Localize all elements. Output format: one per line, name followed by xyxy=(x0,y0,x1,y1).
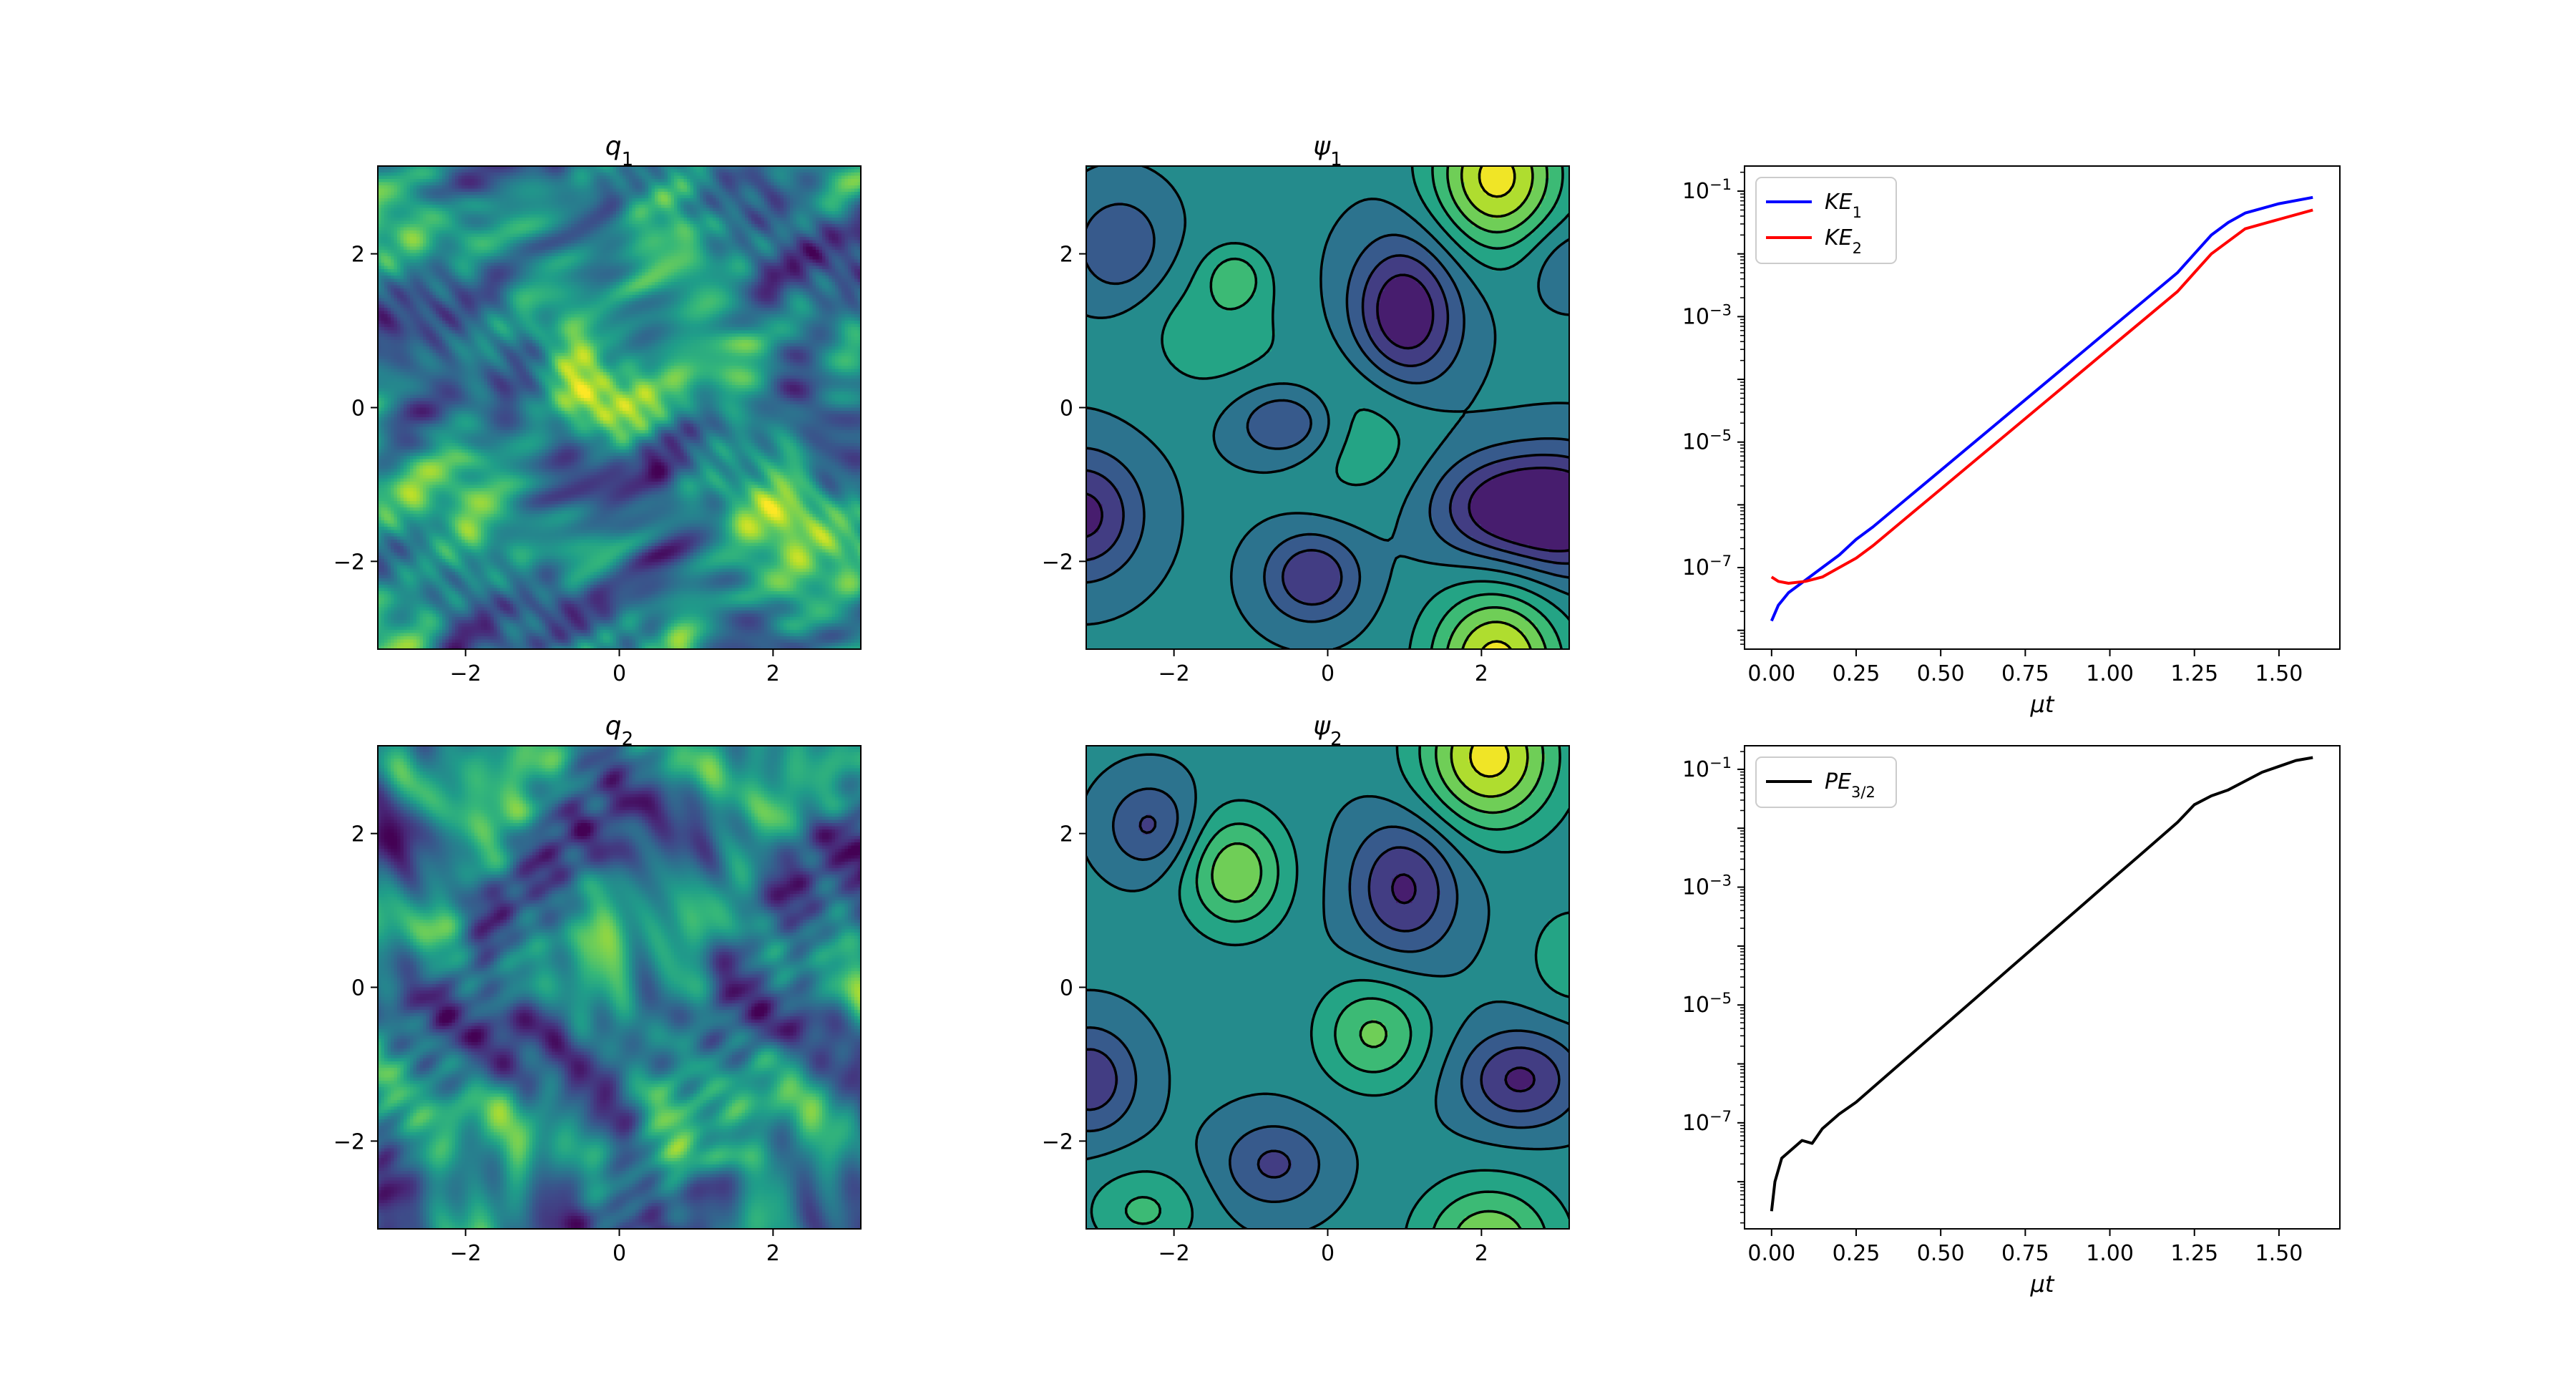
x-axis-label: μt xyxy=(2030,1270,2055,1298)
y-tick-label: 10−3 xyxy=(1682,301,1732,329)
x-axis-label: μt xyxy=(2030,691,2055,718)
x-tick-label: −2 xyxy=(450,661,482,686)
psi2-filled-contours xyxy=(1086,746,1570,1230)
y-tick-label: −2 xyxy=(1042,550,1073,575)
psi2-panel: −2 −2 0 0 2 2 ψ2 xyxy=(1042,711,1570,1266)
x-tick-label: 0.00 xyxy=(1747,661,1795,686)
legend: PE3/2 xyxy=(1756,757,1896,807)
y-tick-label: 0 xyxy=(351,976,365,1001)
x-tick-label: 1.25 xyxy=(2170,1241,2218,1266)
y-tick-label: 10−5 xyxy=(1682,427,1732,455)
panel-title: ψ2 xyxy=(1313,711,1342,750)
x-tick-label: 0 xyxy=(1321,661,1335,686)
x-tick-label: 0.25 xyxy=(1833,661,1880,686)
y-tick-label: 10−7 xyxy=(1682,1108,1732,1136)
x-tick-label: 1.00 xyxy=(2086,1241,2134,1266)
y-tick-label: 0 xyxy=(1060,976,1073,1001)
ke-panel: 10−1 10−3 10−5 10−7 0.00 0.25 0.50 0.75 1.00 1.25… xyxy=(1682,166,2340,718)
x-tick-label: 0 xyxy=(1321,1241,1335,1266)
x-tick-label: 1.25 xyxy=(2170,661,2218,686)
y-tick-label: 10−3 xyxy=(1682,872,1732,900)
x-tick-label: 2 xyxy=(1475,1241,1488,1266)
series-line-PE3/2 xyxy=(1772,758,2313,1212)
x-tick-label: 0 xyxy=(613,661,626,686)
y-tick-label: −2 xyxy=(333,550,365,575)
x-tick-label: −2 xyxy=(1158,661,1190,686)
x-tick-label: 0.00 xyxy=(1747,1241,1795,1266)
panel-title: q2 xyxy=(605,711,633,750)
y-tick-label: 2 xyxy=(351,243,365,268)
y-tick-label: 2 xyxy=(1060,822,1073,847)
x-tick-label: 0.75 xyxy=(2001,1241,2049,1266)
x-tick-label: 0.75 xyxy=(2001,661,2049,686)
q1-heatmap xyxy=(378,166,862,650)
q2-panel: −2 −2 0 0 2 2 q2 xyxy=(333,711,862,1266)
q1-panel: −2 −2 0 0 2 2 q1 xyxy=(333,132,862,686)
x-tick-label: 0 xyxy=(613,1241,626,1266)
x-tick-label: 0.25 xyxy=(1833,1241,1880,1266)
x-tick-label: −2 xyxy=(450,1241,482,1266)
y-tick-label: −2 xyxy=(333,1129,365,1154)
x-tick-label: 0.50 xyxy=(1917,1241,1965,1266)
x-tick-label: −2 xyxy=(1158,1241,1190,1266)
y-tick-label: 10−5 xyxy=(1682,990,1732,1018)
axes-frame xyxy=(1745,746,2340,1229)
y-tick-label: 2 xyxy=(1060,243,1073,268)
y-tick-label: 10−1 xyxy=(1682,754,1732,782)
x-tick-label: 2 xyxy=(766,1241,780,1266)
y-tick-label: 0 xyxy=(351,396,365,422)
x-tick-label: 2 xyxy=(1475,661,1488,686)
y-tick-label: −2 xyxy=(1042,1129,1073,1154)
series-line-KE2 xyxy=(1772,210,2313,583)
q2-heatmap xyxy=(378,746,862,1230)
y-tick-label: 10−1 xyxy=(1682,176,1732,204)
pe-panel: 10−1 10−3 10−5 10−7 0.00 0.25 0.50 0.75 1.00 1.25… xyxy=(1682,746,2340,1298)
x-tick-label: 1.50 xyxy=(2255,1241,2303,1266)
x-tick-label: 2 xyxy=(766,661,780,686)
y-tick-label: 10−7 xyxy=(1682,553,1732,580)
x-tick-label: 1.00 xyxy=(2086,661,2134,686)
panel-title: q1 xyxy=(605,132,633,170)
x-tick-label: 0.50 xyxy=(1917,661,1965,686)
x-tick-label: 1.50 xyxy=(2255,661,2303,686)
y-tick-label: 2 xyxy=(351,822,365,847)
psi1-panel: −2 −2 0 0 2 2 ψ1 xyxy=(1042,132,1570,686)
panel-title: ψ1 xyxy=(1313,132,1342,170)
y-tick-label: 0 xyxy=(1060,396,1073,422)
